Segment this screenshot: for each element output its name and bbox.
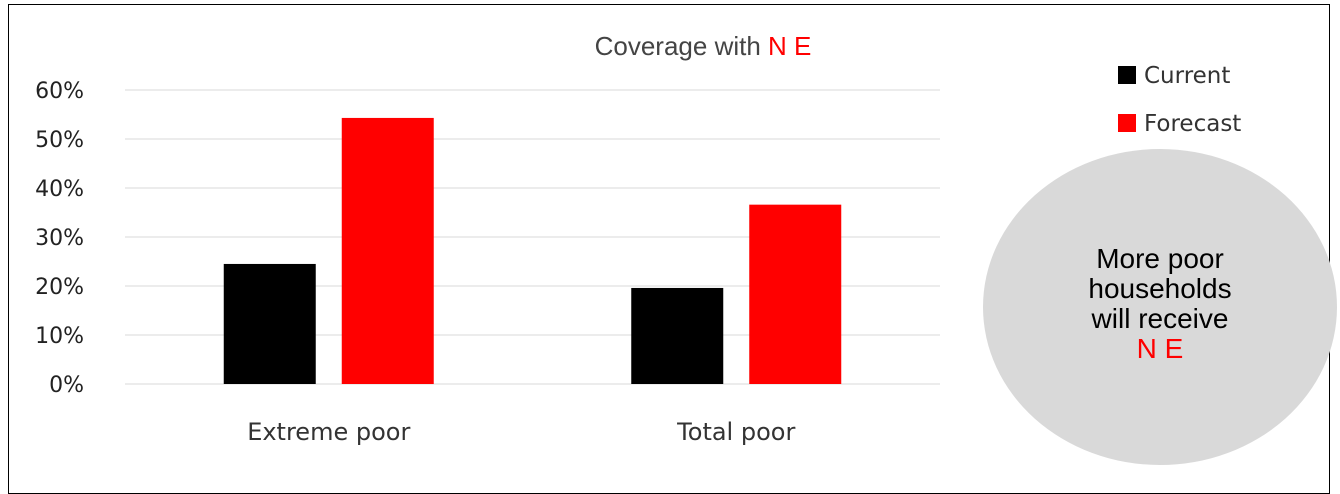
callout-line-2: households	[1088, 273, 1231, 304]
y-tick-label: 0%	[49, 373, 84, 398]
callout-bubble: More poor households will receive N E	[983, 149, 1337, 465]
y-tick-label: 60%	[35, 79, 84, 104]
legend-swatch-current	[1118, 66, 1136, 84]
y-tick-label: 50%	[35, 128, 84, 153]
x-axis-categories: Extreme poor Total poor	[247, 418, 795, 446]
callout-ellipse	[983, 149, 1337, 465]
legend-label-forecast: Forecast	[1144, 111, 1241, 137]
chart-title-highlight: N E	[768, 31, 811, 61]
bar-current-2	[631, 287, 724, 384]
legend-swatch-forecast	[1118, 114, 1136, 132]
y-tick-label: 20%	[35, 275, 84, 300]
callout-line-3: will receive	[1091, 303, 1229, 334]
y-tick-label: 30%	[35, 226, 84, 251]
x-category-label: Total poor	[676, 418, 795, 446]
bar-current-1	[223, 263, 316, 384]
bar-forecast-2	[749, 204, 842, 384]
y-axis-ticks: 0% 10% 20% 30% 40% 50% 60%	[35, 79, 84, 398]
chart-title-prefix: Coverage with	[595, 31, 768, 61]
bar-forecast-1	[341, 117, 434, 385]
callout-line-1: More poor	[1096, 243, 1224, 274]
bars	[223, 117, 842, 385]
callout-highlight: N E	[1137, 333, 1184, 364]
y-tick-label: 10%	[35, 324, 84, 349]
y-tick-label: 40%	[35, 177, 84, 202]
x-category-label: Extreme poor	[247, 418, 410, 446]
legend-label-current: Current	[1144, 63, 1230, 89]
chart-title: Coverage with N E	[595, 31, 812, 61]
legend: Current Forecast	[1118, 63, 1241, 137]
